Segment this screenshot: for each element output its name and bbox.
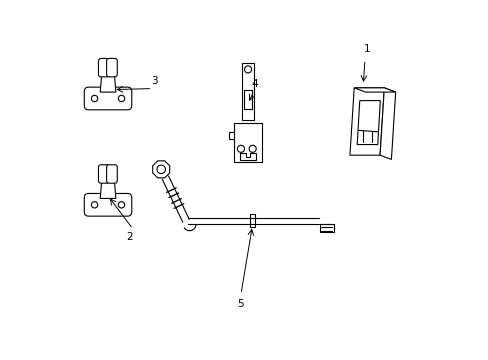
Text: 4: 4 [251,79,258,89]
FancyBboxPatch shape [84,193,132,216]
FancyBboxPatch shape [98,58,109,77]
Polygon shape [152,161,169,178]
Bar [250,215,254,227]
Polygon shape [100,75,116,92]
Polygon shape [379,88,395,159]
Polygon shape [240,153,255,160]
Bar [244,90,252,109]
Polygon shape [100,181,116,198]
Text: 5: 5 [237,299,244,309]
Polygon shape [228,132,233,139]
FancyBboxPatch shape [106,165,117,183]
Polygon shape [353,88,395,92]
FancyBboxPatch shape [106,58,117,77]
Bar [242,63,253,120]
Text: 1: 1 [363,44,369,54]
Text: 2: 2 [126,232,132,242]
Polygon shape [356,100,380,145]
Bar [233,123,262,162]
FancyBboxPatch shape [98,165,109,183]
Bar [319,224,333,232]
FancyBboxPatch shape [84,87,132,110]
Text: 3: 3 [150,76,157,86]
Polygon shape [349,88,384,155]
